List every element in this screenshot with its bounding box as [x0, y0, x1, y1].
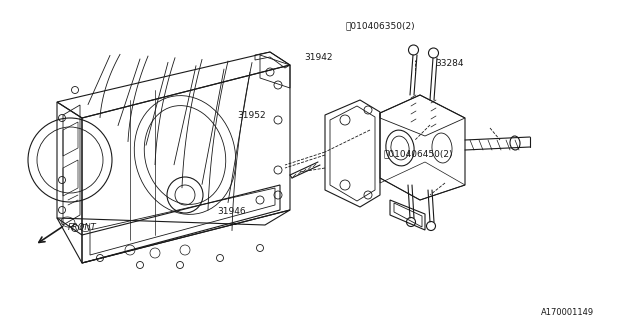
Text: 31952: 31952 — [237, 111, 266, 120]
Text: FRONT: FRONT — [68, 223, 97, 233]
Text: 31942: 31942 — [305, 53, 333, 62]
Text: Ⓑ010406350(2): Ⓑ010406350(2) — [346, 21, 415, 30]
Text: Ⓑ010406450(2): Ⓑ010406450(2) — [384, 149, 454, 158]
Text: 31946: 31946 — [218, 207, 246, 216]
Text: 33284: 33284 — [435, 60, 464, 68]
Text: A170001149: A170001149 — [541, 308, 594, 317]
